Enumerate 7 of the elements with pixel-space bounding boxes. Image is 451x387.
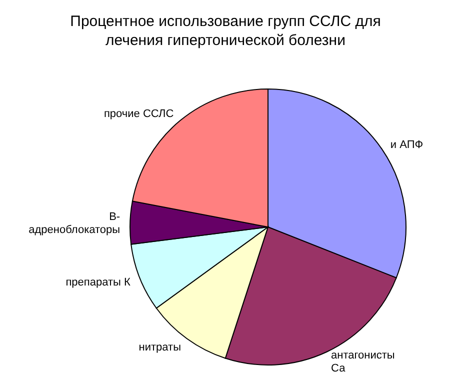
slice-label: В-адреноблокаторы: [28, 210, 120, 236]
chart-title: Процентное использование групп ССЛС для лечения гипертонической болезни: [69, 12, 382, 51]
slice-label: препараты К: [66, 276, 131, 288]
slice-label: антагонисты Са: [331, 349, 395, 374]
slice-label: и АПФ: [390, 138, 424, 151]
slice-label: нитраты: [138, 342, 182, 354]
slice-label: прочие ССЛС: [104, 108, 174, 120]
